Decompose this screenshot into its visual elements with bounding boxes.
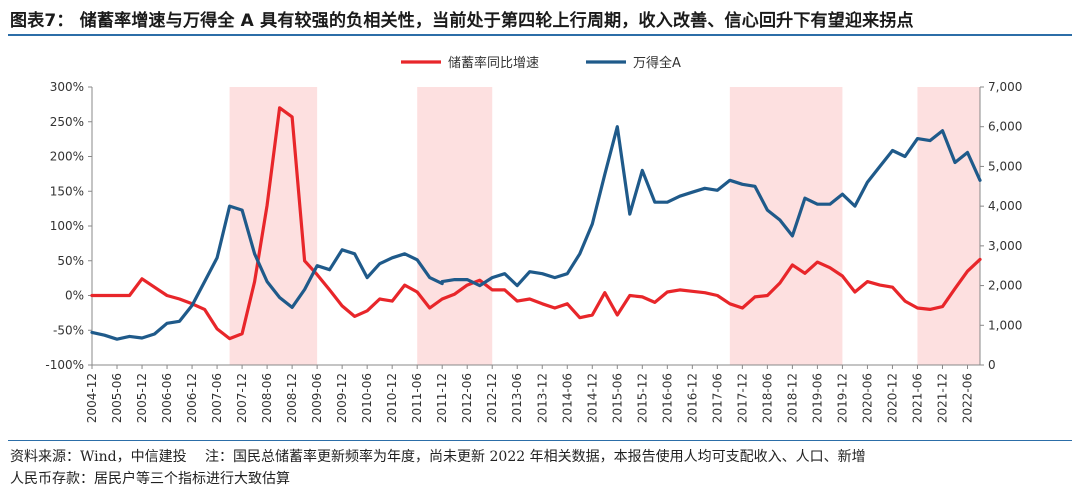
source-note-line-1: 资料来源：Wind，中信建投 注：国民总储蓄率更新频率为年度，尚未更新 2022…	[10, 449, 866, 465]
x-tick-label-5: 2007-06	[210, 373, 224, 423]
x-tick-label-2: 2005-12	[135, 373, 149, 423]
x-tick-label-32: 2020-12	[885, 373, 899, 423]
legend-label-savings-rate: 储蓄率同比增速	[448, 55, 539, 71]
x-tick-label-19: 2014-06	[560, 373, 574, 423]
x-tick-label-21: 2015-06	[610, 373, 624, 423]
x-tick-label-0: 2004-12	[85, 373, 99, 423]
left-tick-label-1: -50%	[53, 323, 84, 337]
x-tick-label-4: 2006-12	[185, 373, 199, 423]
left-tick-label-8: 300%	[50, 80, 84, 94]
right-tick-label-4: 4,000	[988, 199, 1022, 213]
left-tick-label-0: -100%	[45, 358, 84, 372]
series-line-savings-rate	[90, 106, 982, 341]
x-tick-label-14: 2011-12	[435, 373, 449, 423]
x-tick-label-33: 2021-06	[910, 373, 924, 423]
x-tick-label-9: 2009-06	[310, 373, 324, 423]
x-tick-label-24: 2016-12	[685, 373, 699, 423]
right-tick-label-5: 5,000	[988, 159, 1022, 173]
x-tick-label-3: 2006-06	[160, 373, 174, 423]
x-tick-label-10: 2009-12	[335, 373, 349, 423]
source-note-line-2: 人民币存款：居民户等三个指标进行大致估算	[10, 471, 290, 487]
left-tick-label-6: 200%	[50, 150, 84, 164]
x-tick-label-8: 2008-12	[285, 373, 299, 423]
x-tick-label-12: 2010-12	[385, 373, 399, 423]
x-tick-label-15: 2012-06	[460, 373, 474, 423]
x-tick-label-7: 2008-06	[260, 373, 274, 423]
right-tick-label-0: 0	[988, 358, 996, 372]
x-tick-label-29: 2019-06	[810, 373, 824, 423]
x-tick-label-25: 2017-06	[710, 373, 724, 423]
left-tick-label-5: 150%	[50, 184, 84, 198]
x-tick-label-20: 2014-12	[585, 373, 599, 423]
shaded-period-1	[417, 87, 493, 365]
right-tick-label-6: 6,000	[988, 120, 1022, 134]
x-tick-label-31: 2020-06	[860, 373, 874, 423]
right-tick-label-7: 7,000	[988, 80, 1022, 94]
right-tick-label-3: 3,000	[988, 239, 1022, 253]
left-tick-label-2: 0%	[65, 289, 84, 303]
legend-label-wind-all-a: 万得全A	[633, 55, 681, 71]
x-tick-label-34: 2021-12	[935, 373, 949, 423]
x-tick-label-13: 2011-06	[410, 373, 424, 423]
x-tick-label-30: 2019-12	[835, 373, 849, 423]
x-tick-label-18: 2013-12	[535, 373, 549, 423]
x-tick-label-11: 2010-06	[360, 373, 374, 423]
x-tick-label-28: 2018-12	[785, 373, 799, 423]
x-tick-label-23: 2016-06	[660, 373, 674, 423]
title-divider	[8, 34, 1072, 36]
x-tick-label-6: 2007-12	[235, 373, 249, 423]
series-line-wind-all-a	[90, 125, 982, 341]
x-tick-label-35: 2022-06	[960, 373, 974, 423]
left-tick-label-3: 50%	[57, 254, 84, 268]
x-tick-label-17: 2013-06	[510, 373, 524, 423]
left-tick-label-4: 100%	[50, 219, 84, 233]
left-tick-label-7: 250%	[50, 115, 84, 129]
chart-canvas: -100% -50% 0% 50% 100% 150% 200% 250% 300% 0 1,000…	[45, 55, 1022, 423]
right-tick-label-2: 2,000	[988, 279, 1022, 293]
shaded-period-3	[917, 87, 980, 365]
source-note: 资料来源：Wind，中信建投 注：国民总储蓄率更新频率为年度，尚未更新 2022…	[10, 446, 1070, 490]
x-tick-label-27: 2018-06	[760, 373, 774, 423]
shaded-period-0	[229, 87, 318, 365]
x-tick-label-16: 2012-12	[485, 373, 499, 423]
x-tick-label-22: 2015-12	[635, 373, 649, 423]
x-tick-label-1: 2005-06	[110, 373, 124, 423]
footer-divider	[8, 440, 1072, 441]
x-tick-label-26: 2017-12	[735, 373, 749, 423]
chart-title: 图表7： 储蓄率增速与万得全 A 具有较强的负相关性，当前处于第四轮上行周期，收…	[10, 11, 914, 31]
right-tick-label-1: 1,000	[988, 318, 1022, 332]
